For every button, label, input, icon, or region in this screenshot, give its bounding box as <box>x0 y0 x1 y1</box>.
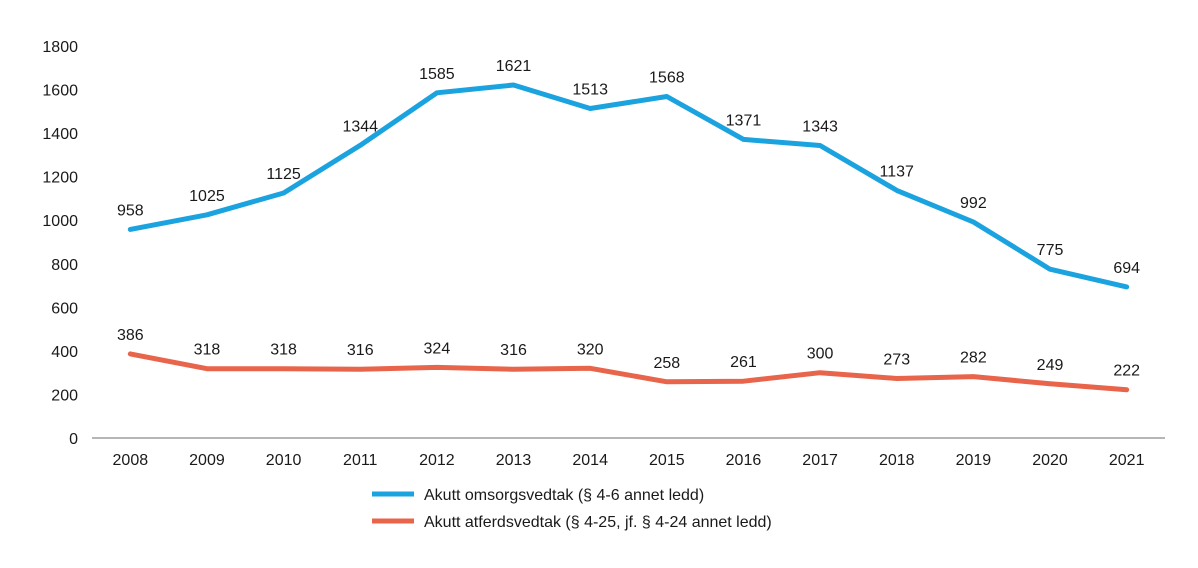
y-tick-label-1000: 1000 <box>42 213 78 230</box>
data-label-s1-2011: 1344 <box>342 118 378 135</box>
legend: Akutt omsorgsvedtak (§ 4-6 annet ledd) Ak… <box>372 487 772 531</box>
y-tick-label-800: 800 <box>51 257 78 274</box>
x-tick-label-2010: 2010 <box>266 452 302 469</box>
data-label-s2-2010: 318 <box>270 342 297 359</box>
data-label-s1-2013: 1621 <box>496 58 532 75</box>
x-tick-label-2019: 2019 <box>956 452 992 469</box>
data-label-s1-2014: 1513 <box>572 82 608 99</box>
y-tick-label-1200: 1200 <box>42 170 78 187</box>
x-tick-label-2014: 2014 <box>572 452 608 469</box>
y-tick-label-0: 0 <box>69 431 78 448</box>
data-labels: 958 1025 1125 1344 1585 1621 1513 1568 1371 1343 1… <box>117 58 1140 380</box>
series-line-2 <box>127 351 1130 393</box>
y-tick-label-1600: 1600 <box>42 83 78 100</box>
y-tick-label-1800: 1800 <box>42 39 78 56</box>
x-tick-label-2017: 2017 <box>802 452 838 469</box>
y-tick-label-400: 400 <box>51 344 78 361</box>
series-line-1 <box>127 82 1130 290</box>
data-label-s2-2018: 273 <box>883 352 910 369</box>
data-label-s2-2012: 324 <box>424 340 451 357</box>
legend-label-1: Akutt omsorgsvedtak (§ 4-6 annet ledd) <box>424 487 704 504</box>
series-layer <box>127 82 1130 393</box>
x-axis: 2008 2009 2010 2011 2012 2013 2014 2015 2016 2017… <box>92 437 1165 469</box>
legend-label-2: Akutt atferdsvedtak (§ 4-25, jf. § 4-24 … <box>424 514 772 531</box>
data-label-s2-2013: 316 <box>500 342 527 359</box>
x-tick-label-2012: 2012 <box>419 452 455 469</box>
data-label-s2-2011: 316 <box>347 342 374 359</box>
data-label-s2-2008: 386 <box>117 327 144 344</box>
data-label-s1-2018: 1137 <box>880 163 915 180</box>
data-label-s1-2016: 1371 <box>726 112 762 129</box>
data-label-s1-2020: 775 <box>1037 242 1064 259</box>
data-label-s2-2009: 318 <box>194 342 221 359</box>
data-label-s1-2010: 1125 <box>266 166 301 183</box>
data-label-s2-2016: 261 <box>730 354 757 371</box>
data-label-s1-2012: 1585 <box>419 66 455 83</box>
data-label-s2-2021: 222 <box>1113 363 1140 380</box>
y-tick-label-600: 600 <box>51 300 78 317</box>
data-label-s2-2019: 282 <box>960 350 987 367</box>
x-tick-label-2020: 2020 <box>1032 452 1068 469</box>
data-label-s1-2017: 1343 <box>802 119 838 136</box>
data-label-s1-2008: 958 <box>117 202 144 219</box>
data-label-s1-2019: 992 <box>960 195 987 212</box>
data-label-s2-2015: 258 <box>653 355 680 372</box>
y-tick-label-200: 200 <box>51 387 78 404</box>
x-tick-label-2011: 2011 <box>343 452 378 469</box>
x-tick-label-2018: 2018 <box>879 452 915 469</box>
y-axis: 0 200 400 600 800 1000 1200 1400 1600 1800 <box>42 39 78 448</box>
x-tick-label-2009: 2009 <box>189 452 225 469</box>
x-tick-label-2016: 2016 <box>726 452 762 469</box>
data-label-s2-2020: 249 <box>1037 357 1064 374</box>
data-label-s2-2017: 300 <box>807 346 834 363</box>
x-tick-label-2008: 2008 <box>113 452 149 469</box>
x-tick-label-2013: 2013 <box>496 452 532 469</box>
x-tick-label-2015: 2015 <box>649 452 685 469</box>
y-tick-label-1400: 1400 <box>42 126 78 143</box>
data-label-s2-2014: 320 <box>577 341 604 358</box>
x-tick-label-2021: 2021 <box>1109 452 1145 469</box>
data-label-s1-2009: 1025 <box>189 188 225 205</box>
data-label-s1-2021: 694 <box>1113 260 1140 277</box>
data-label-s1-2015: 1568 <box>649 70 685 87</box>
